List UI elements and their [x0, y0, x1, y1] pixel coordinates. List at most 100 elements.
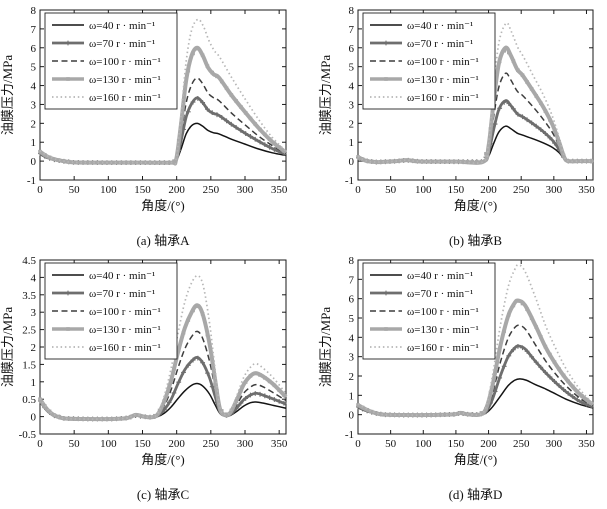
plus-marker	[501, 99, 507, 105]
x-tick-label: 350	[578, 184, 595, 196]
curve-w160	[39, 274, 287, 420]
square-marker	[81, 417, 85, 421]
legend-label-w40: ω=40 r · min⁻¹	[89, 20, 155, 32]
square-marker	[229, 93, 234, 97]
y-tick-label: 5	[31, 62, 37, 74]
x-axis-label: 角度/(°)	[454, 452, 497, 467]
chart-caption-b: (b) 轴承B	[448, 233, 503, 248]
square-marker	[384, 77, 388, 81]
square-marker	[76, 416, 81, 421]
x-tick-label: 200	[480, 184, 497, 196]
square-marker	[66, 77, 70, 81]
square-marker	[243, 111, 248, 115]
legend-label-w130: ω=130 r · min⁻¹	[89, 74, 161, 86]
square-marker	[497, 59, 502, 64]
y-tick-label: 2	[31, 342, 37, 354]
plus-marker	[497, 105, 503, 111]
square-marker	[272, 141, 277, 146]
square-marker	[548, 352, 552, 357]
square-marker	[497, 347, 502, 352]
square-marker	[506, 312, 511, 317]
square-marker	[388, 159, 392, 164]
square-marker	[520, 73, 525, 77]
x-tick-label: 50	[69, 438, 81, 450]
square-marker	[186, 68, 191, 73]
x-tick-label: 0	[355, 438, 361, 450]
series-d-w160	[357, 263, 594, 417]
square-marker	[90, 160, 95, 165]
y-tick-label: -0.5	[19, 429, 37, 441]
y-tick-label: 4	[31, 81, 37, 93]
plus-marker	[579, 399, 585, 405]
square-marker	[456, 411, 461, 416]
plus-marker	[200, 360, 206, 366]
square-marker	[383, 159, 388, 164]
square-marker	[516, 68, 520, 73]
square-marker	[365, 159, 369, 163]
square-marker	[186, 318, 191, 322]
y-tick-label: 0	[31, 412, 37, 424]
plus-marker	[501, 363, 507, 369]
square-marker	[447, 412, 452, 417]
square-marker	[133, 160, 138, 165]
plus-marker	[276, 398, 282, 404]
y-axis-label: 油膜压力/MPa	[318, 55, 333, 135]
square-marker	[470, 159, 475, 164]
square-marker	[557, 367, 561, 371]
square-marker	[205, 64, 210, 68]
plus-marker	[538, 364, 544, 370]
plus-marker	[243, 396, 249, 401]
square-marker	[447, 159, 452, 164]
square-marker	[433, 413, 438, 417]
y-tick-label: 6	[349, 294, 355, 306]
plus-marker	[166, 399, 172, 405]
plus-marker	[506, 353, 512, 359]
x-tick-label: 200	[168, 438, 185, 450]
square-marker	[557, 140, 561, 144]
square-marker	[114, 416, 119, 421]
square-marker	[369, 159, 374, 164]
plus-marker	[561, 387, 567, 392]
x-axis-label: 角度/(°)	[141, 198, 184, 213]
square-marker	[263, 375, 267, 380]
plus-marker	[200, 100, 206, 105]
plus-marker	[267, 144, 272, 150]
plus-marker	[547, 374, 553, 380]
legend-label-w40: ω=40 r · min⁻¹	[407, 20, 473, 32]
curve-w160	[357, 263, 594, 417]
y-tick-label: 4	[349, 81, 355, 93]
y-tick-label: -1	[27, 175, 36, 187]
y-tick-label: 2.5	[22, 325, 36, 337]
legend-label-w70: ω=70 r · min⁻¹	[89, 288, 155, 300]
y-tick-label: 7	[349, 274, 355, 286]
square-marker	[124, 416, 128, 420]
square-marker	[119, 416, 124, 421]
square-marker	[443, 159, 447, 164]
plus-marker	[565, 390, 571, 396]
x-tick-label: 150	[448, 184, 465, 196]
legend-label-w100: ω=100 r · min⁻¹	[89, 306, 161, 318]
plus-marker	[205, 370, 210, 376]
square-marker	[138, 160, 143, 165]
square-marker	[424, 413, 429, 417]
square-marker	[584, 397, 589, 402]
plus-marker	[542, 131, 548, 136]
square-marker	[76, 160, 81, 165]
square-marker	[119, 160, 124, 165]
plus-marker	[190, 99, 196, 105]
y-tick-label: 1.5	[22, 359, 36, 371]
square-marker	[383, 412, 388, 417]
plus-marker	[190, 357, 196, 363]
plus-marker	[195, 355, 201, 361]
square-marker	[172, 159, 176, 164]
plus-marker	[267, 395, 272, 401]
chart-svg-c: 0 50 100 150 200 250 300 350-0.500.511.522.533.…	[0, 255, 288, 467]
x-tick-label: 200	[168, 184, 185, 196]
legend-label-w70: ω=70 r · min⁻¹	[407, 38, 473, 50]
plus-marker	[497, 375, 503, 381]
x-tick-label: 250	[513, 438, 530, 450]
square-marker	[234, 99, 238, 103]
y-tick-label: 8	[349, 255, 355, 267]
y-tick-label: 7	[31, 24, 37, 36]
square-marker	[369, 409, 374, 414]
